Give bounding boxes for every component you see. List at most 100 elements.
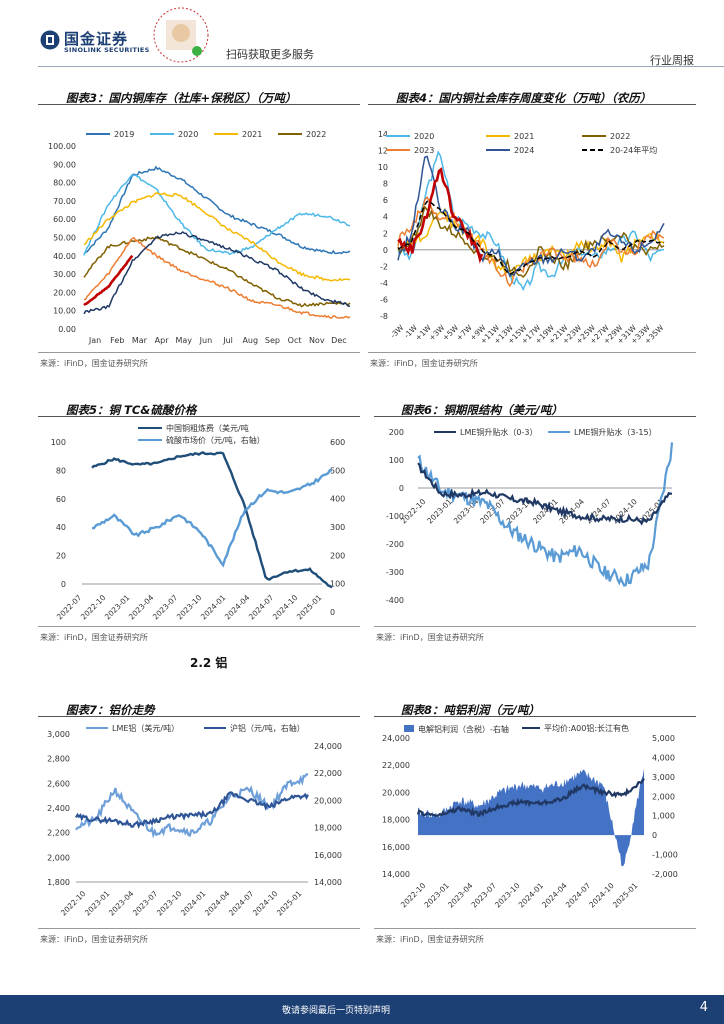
fig7-x-tick: 2023-04 — [107, 889, 136, 918]
fig4-y-tick: 2 — [383, 229, 388, 238]
fig5-x-tick: 2022-10 — [79, 593, 108, 622]
fig4-legend-2022-label: 2022 — [610, 132, 630, 141]
fig3-series-2021 — [83, 192, 351, 282]
fig7-yr-tick: 20,000 — [314, 796, 342, 805]
fig7-yl-tick: 2,000 — [47, 853, 70, 862]
fig7-yl-tick: 3,000 — [47, 730, 70, 739]
fig8-chart: 24,000 22,000 20,000 18,000 16,000 14,000 5,00… — [382, 723, 678, 910]
fig7-yl-tick: 2,400 — [47, 804, 70, 813]
fig7-x-tick: 2022-10 — [59, 889, 88, 918]
fig8-source: 来源：iFinD，国金证券研究所 — [376, 935, 484, 944]
fig6-series-0-3 — [417, 462, 673, 526]
fig3-y-tick: 50.00 — [53, 234, 76, 243]
fig5-bottom-rule — [38, 626, 360, 627]
footer-disclaimer[interactable]: 敬请参阅最后一页特别声明 — [281, 1006, 390, 1016]
fig4-source: 来源：iFinD，国金证券研究所 — [370, 359, 478, 368]
fig4-y-tick: 0 — [383, 246, 388, 255]
fig7-x-tick: 2024-01 — [179, 889, 208, 918]
fig4-series-2021 — [397, 207, 665, 278]
fig5-x-tick: 2023-01 — [103, 593, 132, 622]
fig5-series-sulfuric — [91, 468, 333, 568]
fig7-x-tick: 2023-01 — [83, 889, 112, 918]
fig5-chart: 10080604020060050040030020010002022-0720… — [51, 423, 346, 622]
fig8-top-rule — [374, 716, 696, 717]
fig7-bottom-rule — [38, 928, 360, 929]
fig8-legend-a00-label: 平均价:A00铝:长江有色 — [544, 723, 629, 733]
fig8-yl-tick: 24,000 — [382, 734, 410, 743]
fig5-x-tick: 2024-07 — [247, 593, 276, 622]
fig3-x-tick: Dec — [331, 336, 346, 345]
fig5-title: 图表5：铜 TC&硫酸价格 — [66, 403, 197, 417]
fig8-yr-tick: 3,000 — [652, 773, 675, 782]
fig3-source: 来源：iFinD，国金证券研究所 — [40, 359, 148, 368]
fig6-y-tick: 200 — [389, 428, 404, 437]
fig8-yl-tick: 20,000 — [382, 788, 410, 797]
fig4-y-tick: -8 — [380, 312, 388, 321]
qr-code-icon[interactable] — [152, 6, 210, 64]
fig3-series-2023 — [83, 237, 351, 319]
fig5-x-tick: 2025-01 — [295, 593, 324, 622]
fig5-x-tick: 2023-04 — [127, 593, 156, 622]
fig3-top-rule — [38, 104, 360, 105]
fig6-title: 图表6：铜期限结构（美元/吨） — [401, 403, 563, 417]
fig3-y-tick: 20.00 — [53, 288, 76, 297]
fig8-yl-tick: 16,000 — [382, 843, 410, 852]
fig3-x-tick: Mar — [132, 336, 148, 345]
fig8-title: 图表8：吨铝利润（元/吨） — [401, 703, 540, 717]
fig5-x-tick: 2024-01 — [199, 593, 228, 622]
fig3-legend-2022-label: 2022 — [306, 130, 326, 139]
fig8-yl-tick: 14,000 — [382, 870, 410, 879]
fig4-y-tick: -6 — [380, 295, 388, 304]
fig4-chart: 14121086420-2-4-6-8-3W-1W+1W+3W+5W+7W+9W… — [378, 130, 666, 346]
fig5-legend-tc-label: 中国铜粗炼费（美元/吨 — [166, 423, 249, 433]
fig6-legend-0-3-label: LME铜升贴水（0-3） — [460, 427, 537, 437]
fig8-legend-profit-swatch — [404, 725, 414, 732]
fig8-x-tick: 2025-01 — [611, 881, 640, 910]
scan-prompt: 扫码获取更多服务 — [226, 48, 314, 61]
fig5-yl-tick: 60 — [56, 495, 66, 504]
fig3-series-2020 — [83, 173, 351, 256]
fig7-yr-tick: 18,000 — [314, 824, 342, 833]
fig3-y-tick: 0.00 — [58, 325, 76, 334]
fig8-yr-tick: 5,000 — [652, 734, 675, 743]
fig5-yr-tick: 300 — [330, 523, 345, 532]
fig5-source: 来源：iFinD，国金证券研究所 — [40, 633, 148, 642]
fig5-x-tick: 2024-10 — [271, 593, 300, 622]
fig5-yr-tick: 400 — [330, 495, 345, 504]
fig3-legend-2019-label: 2019 — [114, 130, 134, 139]
footer-bar — [0, 995, 724, 1024]
fig6-x-tick: 2023-01 — [425, 497, 454, 526]
fig4-legend-2021-label: 2021 — [514, 132, 534, 141]
fig4-top-rule — [368, 104, 696, 105]
fig3-y-tick: 90.00 — [53, 160, 76, 169]
fig4-y-tick: -4 — [380, 279, 388, 288]
fig3-y-tick: 30.00 — [53, 270, 76, 279]
fig7-yr-tick: 16,000 — [314, 851, 342, 860]
fig7-x-tick: 2024-10 — [251, 889, 280, 918]
fig6-source: 来源：iFinD，国金证券研究所 — [376, 633, 484, 642]
fig6-legend-3-15-label: LME铜升贴水（3-15） — [574, 427, 657, 437]
fig8-yr-tick: 2,000 — [652, 792, 675, 801]
fig8-legend-profit-label: 电解铝利润（含税）-右轴 — [418, 724, 509, 734]
fig7-series-shfe — [75, 791, 309, 829]
fig7-yr-tick: 22,000 — [314, 769, 342, 778]
fig3-x-tick: Aug — [242, 336, 258, 345]
fig8-yr-tick: 1,000 — [652, 812, 675, 821]
fig4-series-2023 — [397, 195, 665, 288]
fig5-top-rule — [38, 416, 360, 417]
fig3-x-tick: Jul — [222, 336, 233, 345]
fig4-y-tick: 10 — [378, 163, 388, 172]
section-heading: 2.2 铝 — [190, 656, 228, 670]
fig8-yl-tick: 18,000 — [382, 816, 410, 825]
page-number: 4 — [699, 1000, 708, 1015]
fig6-y-tick: 100 — [389, 456, 404, 465]
fig5-yl-tick: 100 — [51, 438, 66, 447]
fig6-top-rule — [374, 416, 696, 417]
fig4-legend-2020-label: 2020 — [414, 132, 434, 141]
fig7-x-tick: 2023-07 — [131, 889, 160, 918]
header-divider — [38, 66, 724, 67]
fig4-series-20-24年平均 — [397, 200, 665, 276]
fig3-legend-2020-label: 2020 — [178, 130, 198, 139]
fig3-series-2024 — [83, 231, 350, 315]
fig5-yl-tick: 0 — [61, 580, 66, 589]
